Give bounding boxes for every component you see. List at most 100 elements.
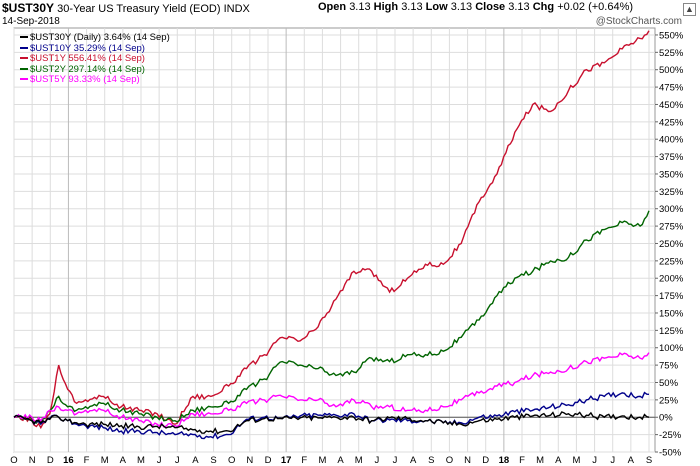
x-tick-label: J (610, 455, 615, 466)
y-tick-label: 425% (659, 117, 684, 128)
x-tick-label: D (482, 455, 489, 466)
x-tick-label: S (210, 455, 216, 466)
legend: $UST30Y (Daily) 3.64% (14 Sep) $UST10Y 35… (20, 32, 170, 86)
x-tick-label: J (374, 455, 379, 466)
y-tick-label: 275% (659, 222, 684, 233)
high-value: 3.13 (401, 1, 423, 13)
x-tick-label: J (157, 455, 162, 466)
x-tick-label: 16 (63, 455, 74, 466)
y-tick-label: 450% (659, 100, 684, 111)
y-tick-label: -50% (659, 448, 682, 459)
legend-entry: $UST1Y 556.41% (14 Sep) (20, 53, 170, 65)
x-tick-label: A (628, 455, 635, 466)
y-tick-label: 100% (659, 343, 684, 354)
legend-entry: $UST30Y (Daily) 3.64% (14 Sep) (20, 32, 170, 44)
close-label: Close (475, 1, 506, 13)
x-tick-label: 18 (499, 455, 510, 466)
x-tick-label: A (555, 455, 562, 466)
y-tick-label: 50% (659, 378, 679, 389)
x-tick-label: F (301, 455, 307, 466)
y-tick-label: -25% (659, 430, 682, 441)
x-tick-label: M (101, 455, 109, 466)
plot-area (13, 27, 656, 453)
x-tick-label: M (536, 455, 544, 466)
x-tick-label: A (337, 455, 344, 466)
high-label: High (373, 1, 399, 13)
x-tick-label: 17 (281, 455, 292, 466)
x-tick-label: M (318, 455, 326, 466)
y-tick-label: 225% (659, 256, 684, 267)
y-tick-label: 175% (659, 291, 684, 302)
y-tick-label: 150% (659, 308, 684, 319)
series-line-ust2y (13, 210, 650, 425)
chg-label: Chg (532, 1, 555, 13)
exchange: INDX (223, 3, 250, 15)
y-tick-label: 325% (659, 187, 684, 198)
legend-entry: $UST5Y 93.33% (14 Sep) (20, 74, 170, 86)
x-tick-label: A (192, 455, 199, 466)
legend-swatch (20, 67, 28, 70)
chg-arrow-icon: ▲ (683, 3, 696, 16)
x-tick-label: M (572, 455, 580, 466)
low-value: 3.13 (450, 1, 473, 13)
legend-swatch (20, 36, 28, 39)
x-tick-label: N (29, 455, 36, 466)
y-tick-label: 400% (659, 135, 684, 146)
open-value: 3.13 (349, 1, 371, 13)
close-value: 3.13 (508, 1, 530, 13)
x-tick-label: N (246, 455, 253, 466)
series-line-ust30y (13, 411, 650, 435)
y-tick-label: 75% (659, 361, 679, 372)
x-tick-label: M (355, 455, 363, 466)
y-tick-label: 300% (659, 204, 684, 215)
series-line-ust1y (13, 30, 650, 430)
y-tick-label: 375% (659, 152, 684, 163)
y-tick-label: 525% (659, 48, 684, 59)
legend-swatch (20, 46, 28, 49)
x-tick-label: O (446, 455, 453, 466)
y-tick-label: 25% (659, 395, 679, 406)
y-tick-label: 0% (659, 413, 673, 424)
x-tick-label: F (519, 455, 525, 466)
legend-entry: $UST2Y 297.14% (14 Sep) (20, 63, 170, 76)
legend-swatch (20, 78, 28, 81)
open-label: Open (318, 1, 347, 13)
legend-entry: $UST10Y 35.29% (14 Sep) (20, 42, 170, 55)
series-line-ust5y (13, 351, 650, 428)
x-tick-label: D (265, 455, 272, 466)
x-tick-label: M (137, 455, 145, 466)
legend-label: $UST2Y 297.14% (14 Sep) (30, 63, 145, 75)
legend-label: $UST30Y (Daily) 3.64% (14 Sep) (30, 32, 170, 43)
x-tick-label: A (410, 455, 417, 466)
x-tick-label: O (10, 455, 17, 466)
description: 30-Year US Treasury Yield (EOD) (57, 3, 221, 15)
symbol: $UST30Y (2, 1, 55, 15)
x-tick-label: D (47, 455, 54, 466)
chart-title: $UST30Y 30-Year US Treasury Yield (EOD) … (2, 1, 250, 15)
y-tick-label: 200% (659, 274, 684, 285)
y-tick-label: 250% (659, 239, 684, 250)
y-tick-label: 475% (659, 83, 684, 94)
x-tick-label: F (84, 455, 90, 466)
x-tick-label: S (428, 455, 434, 466)
chart-date: 14-Sep-2018 (2, 16, 60, 27)
legend-label: $UST10Y 35.29% (14 Sep) (30, 42, 145, 54)
x-tick-label: S (646, 455, 652, 466)
chg-value: +0.02 (+0.64%) (557, 1, 634, 13)
series-line-ust10y (13, 391, 650, 440)
x-tick-label: J (175, 455, 180, 466)
legend-label: $UST1Y 556.41% (14 Sep) (30, 53, 145, 64)
x-tick-label: J (393, 455, 398, 466)
legend-swatch (20, 57, 28, 60)
x-tick-label: A (120, 455, 127, 466)
x-tick-label: J (592, 455, 597, 466)
legend-label: $UST5Y 93.33% (14 Sep) (30, 74, 140, 85)
x-tick-label: N (464, 455, 471, 466)
x-tick-label: O (228, 455, 235, 466)
y-tick-label: 125% (659, 326, 684, 337)
watermark: @StockCharts.com (595, 16, 682, 27)
y-tick-label: 500% (659, 65, 684, 76)
ohlc-readout: Open 3.13 High 3.13 Low 3.13 Close 3.13 … (318, 1, 633, 13)
low-label: Low (425, 1, 448, 13)
